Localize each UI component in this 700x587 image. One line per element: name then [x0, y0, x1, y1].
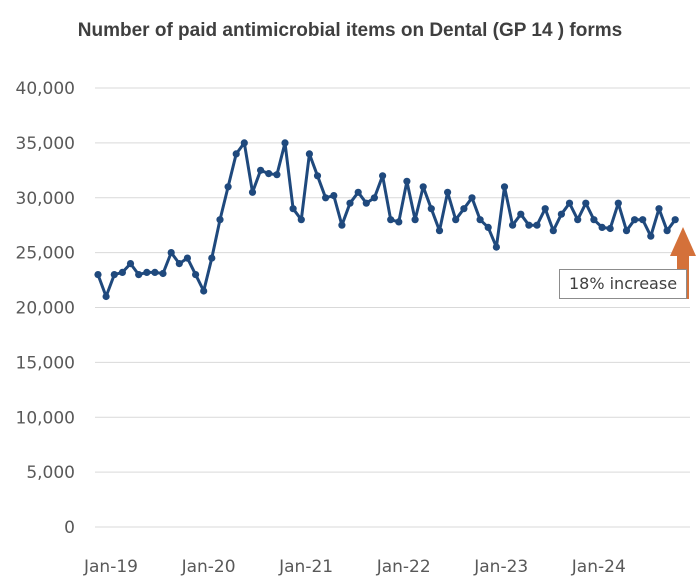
- y-tick-label: 20,000: [16, 299, 75, 319]
- data-point: [395, 218, 403, 226]
- data-point: [232, 150, 240, 158]
- data-point: [411, 216, 419, 224]
- data-point: [541, 205, 549, 213]
- data-point: [94, 271, 102, 279]
- data-point: [468, 194, 476, 202]
- y-tick-label: 25,000: [16, 244, 75, 264]
- data-point: [639, 216, 647, 224]
- data-point: [582, 199, 590, 207]
- data-point: [598, 223, 606, 231]
- data-point: [517, 210, 525, 218]
- data-point: [549, 227, 557, 235]
- data-point: [362, 199, 370, 207]
- data-point: [118, 268, 126, 276]
- data-point: [273, 171, 281, 179]
- x-tick-label: Jan-20: [181, 557, 236, 577]
- x-tick-label: Jan-21: [278, 557, 333, 577]
- data-point: [663, 227, 671, 235]
- data-point: [557, 210, 566, 218]
- data-point: [257, 166, 265, 174]
- x-tick-label: Jan-22: [376, 557, 431, 577]
- data-point: [622, 227, 631, 235]
- x-tick-label: Jan-23: [473, 557, 528, 577]
- data-point: [216, 216, 224, 224]
- annotation-label: 18% increase: [559, 269, 687, 299]
- data-point: [102, 292, 110, 301]
- data-point: [460, 205, 468, 213]
- data-point: [167, 249, 175, 257]
- data-point: [379, 172, 387, 180]
- data-point: [427, 205, 435, 213]
- data-point: [387, 216, 395, 224]
- chart-title: Number of paid antimicrobial items on De…: [77, 20, 623, 41]
- data-point: [183, 254, 191, 262]
- data-point: [655, 205, 663, 213]
- data-point: [240, 139, 248, 147]
- data-point: [671, 216, 679, 224]
- data-point: [565, 199, 574, 207]
- data-point: [159, 269, 167, 278]
- data-point: [289, 205, 297, 213]
- data-point: [224, 183, 232, 191]
- data-point: [200, 287, 208, 295]
- y-tick-label: 10,000: [16, 408, 75, 428]
- data-point: [126, 260, 135, 268]
- data-point: [574, 216, 582, 224]
- data-point: [322, 194, 330, 202]
- data-point: [614, 199, 622, 207]
- data-point: [354, 188, 362, 196]
- data-point: [346, 199, 354, 207]
- data-point: [330, 192, 338, 200]
- data-point: [110, 271, 118, 279]
- y-tick-label: 5,000: [26, 463, 75, 483]
- data-point: [297, 216, 305, 224]
- data-point: [484, 223, 492, 231]
- data-point: [631, 216, 639, 224]
- data-point: [265, 170, 273, 178]
- y-tick-label: 35,000: [16, 134, 75, 154]
- x-tick-label: Jan-19: [83, 557, 138, 577]
- data-point: [192, 271, 200, 279]
- data-point: [435, 227, 444, 235]
- y-tick-label: 15,000: [16, 353, 75, 373]
- data-point: [606, 224, 614, 233]
- data-point: [419, 183, 427, 191]
- data-point: [508, 221, 517, 229]
- data-point: [590, 216, 598, 224]
- x-tick-label: Jan-24: [571, 557, 626, 577]
- data-point: [403, 177, 411, 185]
- data-point: [281, 139, 289, 147]
- y-tick-label: 40,000: [16, 79, 75, 99]
- data-point: [143, 268, 151, 276]
- data-point: [338, 221, 346, 229]
- data-point: [476, 216, 484, 224]
- data-point: [248, 188, 257, 196]
- y-tick-label: 0: [64, 518, 75, 538]
- data-point: [175, 260, 183, 268]
- data-point: [151, 268, 159, 276]
- data-point: [533, 221, 541, 229]
- data-point: [305, 150, 313, 158]
- data-point: [525, 221, 533, 229]
- data-point: [313, 172, 322, 180]
- data-point: [500, 183, 509, 191]
- annotation-arrow-head: [670, 227, 696, 256]
- data-point: [135, 271, 143, 279]
- data-point: [444, 188, 452, 196]
- y-tick-label: 30,000: [16, 189, 75, 209]
- data-point: [370, 194, 378, 202]
- data-point: [208, 254, 216, 262]
- data-point: [647, 232, 655, 240]
- data-point: [492, 243, 500, 251]
- data-point: [452, 216, 460, 224]
